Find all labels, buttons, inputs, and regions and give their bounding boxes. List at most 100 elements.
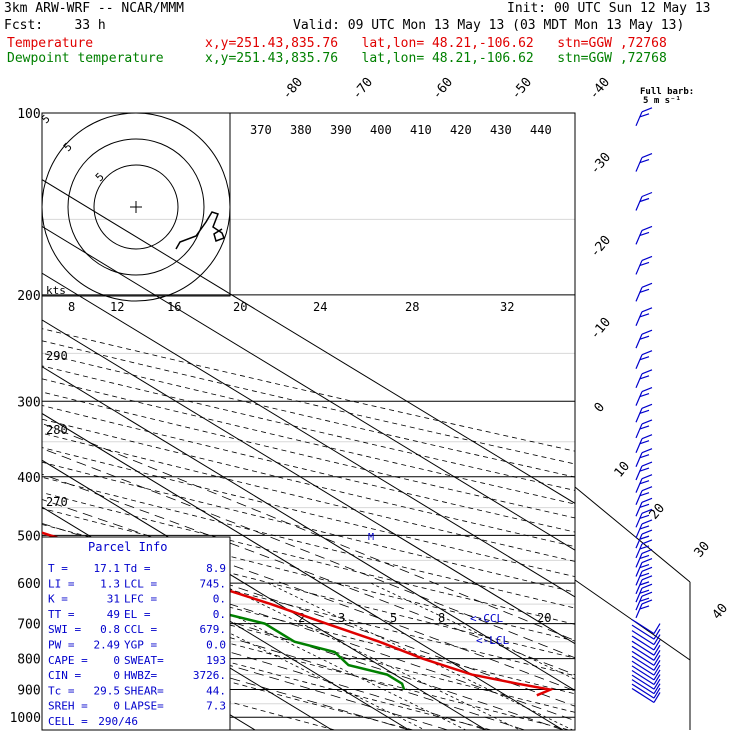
wind-barb-flag [641,369,653,375]
wind-barb [631,660,655,676]
full-barb-key: Full barb: 5 m s⁻¹ [640,87,694,106]
wind-barb-flag [641,329,653,335]
wind-barb-flag [639,440,650,445]
temperature-legend-label: Temperature [7,36,94,51]
wind-barb-flag [641,191,653,198]
wind-barb [635,333,643,349]
wind-barb-flag [639,313,650,318]
dry-adiabat [42,447,575,578]
parcel-field-label: CAPE = [48,654,88,667]
wind-barb [635,354,643,369]
parcel-field-label: SREH = [48,700,88,713]
wind-barb [631,635,655,651]
wind-barb-flag [653,623,661,634]
parcel-field-value: 2.49 [94,639,121,652]
model-title: 3km ARW-WRF -- NCAR/MMM [4,1,185,16]
parcel-field-label: SHEAR= [124,684,164,697]
wind-barb-flag [639,409,650,414]
wind-barb [631,624,655,640]
wind-barb-flag [639,197,650,203]
wind-barb [631,655,655,671]
wind-barb-flag [639,581,650,586]
wind-barb-flag [653,628,661,640]
temperature-tick-label: 30 [692,539,714,561]
wind-barb [635,391,643,406]
wind-barb-flag [641,152,653,159]
wind-barb [635,260,643,275]
wind-barb-flag [639,356,650,361]
hodograph-speed-label: 32 [500,300,514,314]
isotherm-extension [574,486,691,583]
parcel-field-value: 17.1 [94,562,121,575]
wind-barb-flag [653,669,661,681]
wind-barb-flag [641,448,653,454]
wind-barb-flag [641,225,653,231]
wind-barb-flag [639,605,650,610]
parcel-field-value: 49 [107,608,120,621]
theta-tick-label: 440 [530,123,552,137]
parcel-field-label: Tc = [48,684,75,697]
parcel-field-value: 44. [206,684,226,697]
wind-barb-flag [653,664,661,676]
parcel-field-label: Td = [124,562,151,575]
wind-barb [631,640,655,656]
wind-barb [635,157,643,172]
wind-barb [635,587,643,603]
wind-barb [635,287,643,302]
lcl-marker: <-LCL [476,634,509,647]
dewpoint-station-info: x,y=251.43,835.76 lat,lon= 48.21,-106.62… [205,51,667,66]
parcel-field-value: 290/46 [98,715,138,728]
parcel-field-label: K = [48,593,68,606]
wind-barb-flag [641,583,653,589]
dry-adiabat [42,611,492,730]
full-barb-units: 5 m s⁻¹ [643,96,681,106]
isotherm [42,412,564,730]
temperature-tick-label: -80 [280,75,307,103]
wind-barb [631,619,655,635]
wind-barb-flag [639,514,650,519]
wind-barb-flag [641,419,653,425]
parcel-field-value: 7.3 [206,700,226,713]
wind-barb [635,595,643,611]
full-barb-label: Full barb: [640,87,694,97]
hodograph-speed-label: 8 [68,300,75,314]
wind-barb-flag [639,231,650,236]
isotherm [42,459,487,730]
wind-barb-flag [641,403,653,409]
wind-barb-flag [653,692,661,703]
level-marker: M [368,532,374,543]
wind-barb [635,571,643,586]
theta-tick-label: 410 [410,123,432,137]
parcel-field-label: HWBZ= [124,669,157,682]
parcel-field-label: YGP = [124,639,157,652]
parcel-field-value: 193 [206,654,226,667]
dewpoint-legend-label: Dewpoint temperature [7,51,164,66]
wind-barb [635,502,643,517]
wind-barb-flag [639,503,650,508]
parcel-field-value: 0 [113,654,120,667]
mixing-ratio-line [218,582,521,730]
wind-barb-flag [641,575,653,581]
parcel-title: Parcel Info [88,540,167,554]
wind-barb-flag [641,474,653,480]
wind-barb-flag [653,650,661,661]
hodograph-speed-label: 20 [233,300,247,314]
dry-adiabat [42,340,575,465]
wind-barb [635,490,643,505]
temperature-tick-label: 20 [647,501,669,523]
wind-barb-flag [641,434,653,440]
wind-barb-flag [641,486,653,492]
isotherm [42,319,575,645]
parcel-field-label: LCL = [124,577,157,590]
temperature-tick-label: -30 [588,150,615,178]
wind-barb-flag [641,107,653,113]
wind-barb-flag [653,634,661,645]
wind-barb-flag [639,467,650,472]
hodograph-speed-label: 12 [110,300,124,314]
wind-barb-flag [641,599,653,605]
mixing-ratio-label: 8 [438,611,445,625]
wind-barb [635,523,643,539]
moist-adiabat [42,522,575,707]
pressure-tick-label: 600 [17,577,40,592]
